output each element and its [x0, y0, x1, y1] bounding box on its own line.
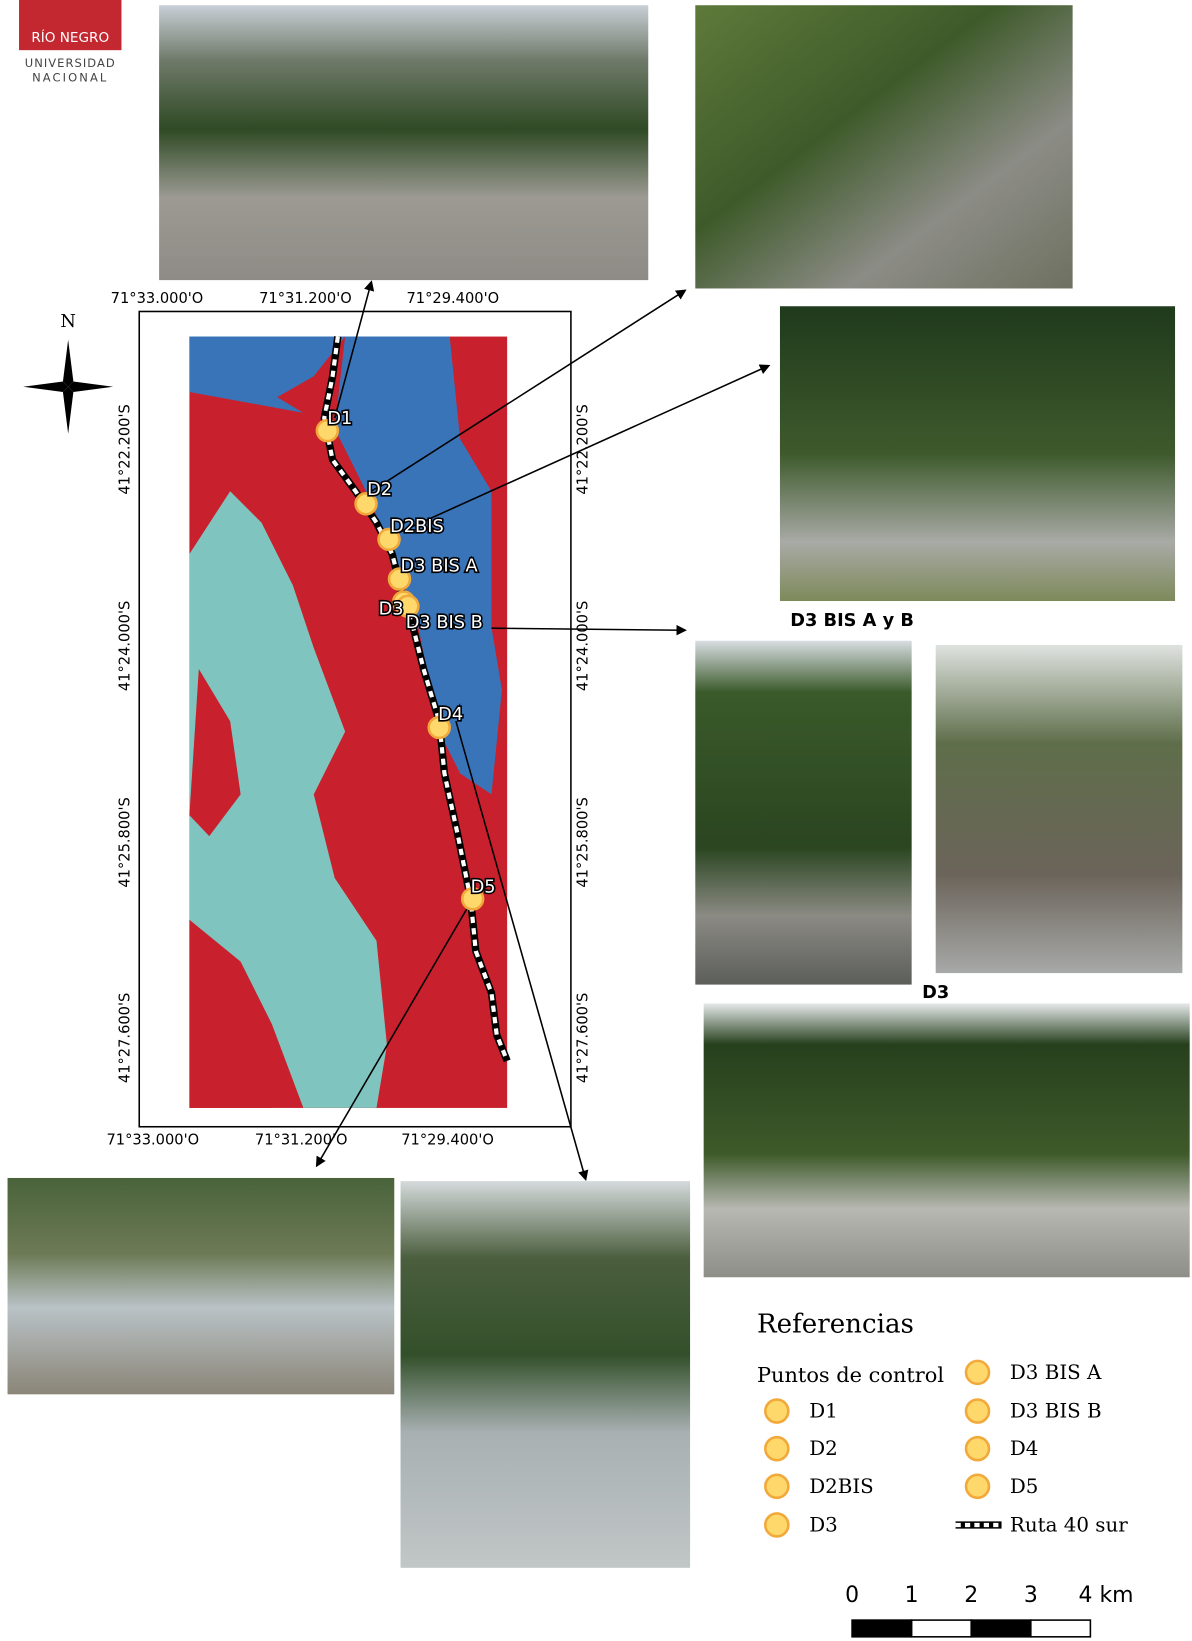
north-label: N	[60, 312, 76, 332]
legend-symbol	[765, 1400, 788, 1423]
legend-subtitle: Puntos de control	[757, 1363, 944, 1387]
scale-segment	[912, 1620, 972, 1637]
coord-label: 71°29.400'O	[406, 290, 499, 307]
legend-symbol	[966, 1361, 989, 1384]
point-label: D1	[327, 409, 352, 429]
coord-label: 41°24.000'S	[574, 601, 591, 691]
legend-label: D4	[1010, 1437, 1039, 1460]
photo	[8, 1178, 395, 1394]
coord-label: 41°24.000'S	[117, 601, 134, 691]
coord-label: 71°29.400'O	[401, 1131, 494, 1148]
legend-symbol	[765, 1475, 788, 1498]
coord-label: 71°31.200'O	[259, 290, 352, 307]
point-label: D5	[471, 877, 496, 897]
legend-label: D3 BIS B	[1010, 1400, 1102, 1423]
north-arrow	[23, 340, 113, 434]
legend-label: D2BIS	[809, 1475, 874, 1498]
point-label: D3 BIS A	[401, 557, 478, 577]
legend-label: D3	[809, 1514, 838, 1537]
scale-label: 4 km	[1079, 1583, 1134, 1608]
coord-label: 41°25.800'S	[117, 797, 134, 887]
logo-text: RÍO NEGRO	[31, 29, 109, 46]
scale-label: 2	[964, 1583, 978, 1608]
scale-label: 0	[845, 1583, 859, 1608]
page: RÍO NEGRO UNIVERSIDAD NACIONAL D3 BIS A …	[0, 0, 1192, 1641]
coord-label: 41°27.600'S	[574, 993, 591, 1083]
logo-text: NACIONAL	[32, 71, 108, 85]
photo	[695, 641, 911, 985]
scale-label: 1	[905, 1583, 919, 1608]
legend-label: D5	[1010, 1475, 1039, 1498]
scale-segment	[852, 1620, 912, 1637]
legend-symbol	[966, 1400, 989, 1423]
figure: RÍO NEGRO UNIVERSIDAD NACIONAL D3 BIS A …	[0, 0, 1192, 1641]
coord-label: 71°33.000'O	[107, 1131, 200, 1148]
point-label: D4	[438, 705, 463, 725]
point-label: D2	[367, 480, 392, 500]
legend-title: Referencias	[757, 1309, 914, 1339]
scale-label: 3	[1024, 1583, 1038, 1608]
legend-label: D1	[809, 1400, 838, 1423]
coord-label: 71°31.200'O	[255, 1131, 348, 1148]
coord-label: 41°25.800'S	[574, 797, 591, 887]
legend-symbol	[966, 1437, 989, 1460]
legend-label: D2	[809, 1437, 838, 1460]
photo	[695, 5, 1072, 288]
photo-caption: D3 BIS A y B	[790, 611, 914, 631]
point-label: D2BIS	[390, 517, 444, 537]
logo-text: UNIVERSIDAD	[25, 56, 116, 70]
photo	[936, 645, 1183, 973]
point-label: D3 BIS B	[406, 613, 483, 633]
legend-symbol	[966, 1475, 989, 1498]
photo	[401, 1181, 691, 1568]
scale-segment	[971, 1620, 1031, 1637]
coord-label: 41°22.200'S	[117, 404, 134, 494]
coord-label: 71°33.000'O	[111, 290, 204, 307]
point-label: D3	[379, 599, 404, 619]
photo-caption: D3	[922, 983, 949, 1003]
photo	[159, 5, 648, 280]
legend-symbol	[765, 1437, 788, 1460]
photo-arrow	[491, 628, 684, 630]
photo	[780, 306, 1175, 601]
legend-label: D3 BIS A	[1010, 1361, 1102, 1384]
scale-segment	[1031, 1620, 1091, 1637]
legend-symbol	[765, 1513, 788, 1536]
coord-label: 41°27.600'S	[117, 993, 134, 1083]
legend-label: Ruta 40 sur	[1010, 1514, 1128, 1537]
photo	[704, 1003, 1190, 1277]
